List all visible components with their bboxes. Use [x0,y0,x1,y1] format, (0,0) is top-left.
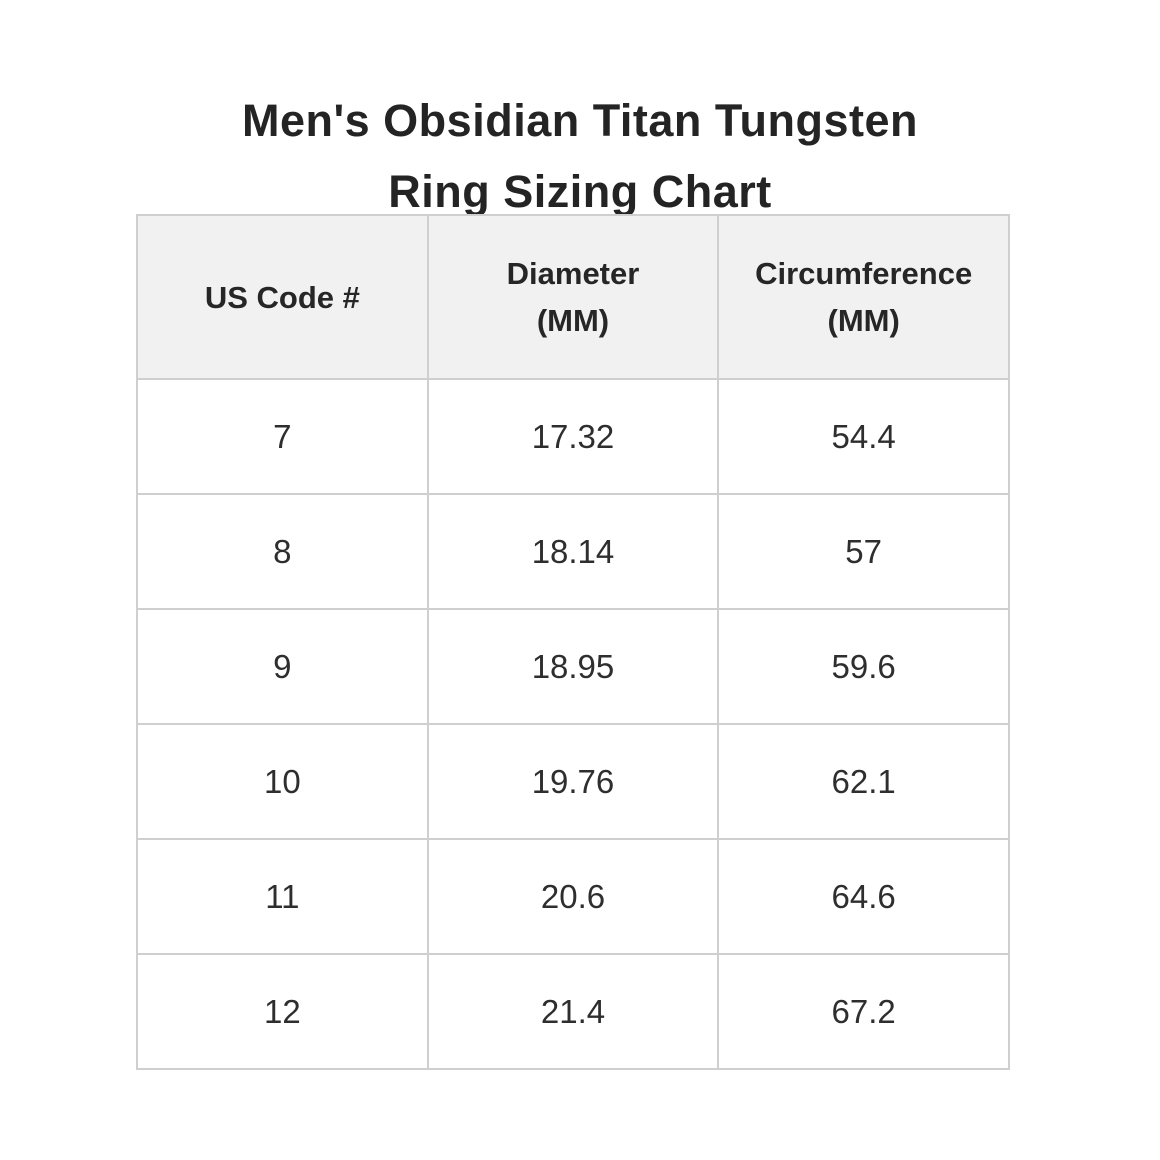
cell-circumference: 59.6 [717,608,1010,725]
table-row: 10 19.76 62.1 [136,723,1010,840]
cell-diameter: 18.14 [426,493,720,610]
header-diameter-unit: (MM) [536,303,610,338]
cell-us-code: 9 [136,608,429,725]
cell-us-code: 11 [136,838,429,955]
header-circumference-label: Circumference [755,256,973,291]
cell-circumference: 67.2 [717,953,1010,1070]
page-title-line1: Men's Obsidian Titan Tungsten [241,95,919,147]
cell-diameter: 21.4 [426,953,720,1070]
cell-circumference: 62.1 [717,723,1010,840]
header-cell-circumference: Circumference (MM) [717,214,1010,380]
table-header-row: US Code # Diameter (MM) Circumference (M… [136,214,1010,380]
table-row: 12 21.4 67.2 [136,953,1010,1070]
header-cell-diameter: Diameter (MM) [426,214,720,380]
cell-diameter: 17.32 [426,378,720,495]
cell-circumference: 57 [717,493,1010,610]
cell-us-code: 10 [136,723,429,840]
cell-diameter: 18.95 [426,608,720,725]
header-circumference-unit: (MM) [827,303,900,338]
cell-us-code: 8 [136,493,429,610]
cell-circumference: 64.6 [717,838,1010,955]
cell-circumference: 54.4 [717,378,1010,495]
table-row: 11 20.6 64.6 [136,838,1010,955]
table-row: 7 17.32 54.4 [136,378,1010,495]
page-title: Men's Obsidian Titan Tungsten Ring Sizin… [0,85,1160,227]
cell-diameter: 20.6 [426,838,720,955]
table-row: 8 18.14 57 [136,493,1010,610]
cell-us-code: 7 [136,378,429,495]
header-diameter-label: Diameter [506,256,640,291]
page-title-line2: Ring Sizing Chart [388,166,772,218]
ring-sizing-table: US Code # Diameter (MM) Circumference (M… [136,214,1010,1070]
header-cell-us-code: US Code # [136,214,429,380]
cell-diameter: 19.76 [426,723,720,840]
cell-us-code: 12 [136,953,429,1070]
table-row: 9 18.95 59.6 [136,608,1010,725]
header-us-code-label: US Code # [204,279,360,315]
